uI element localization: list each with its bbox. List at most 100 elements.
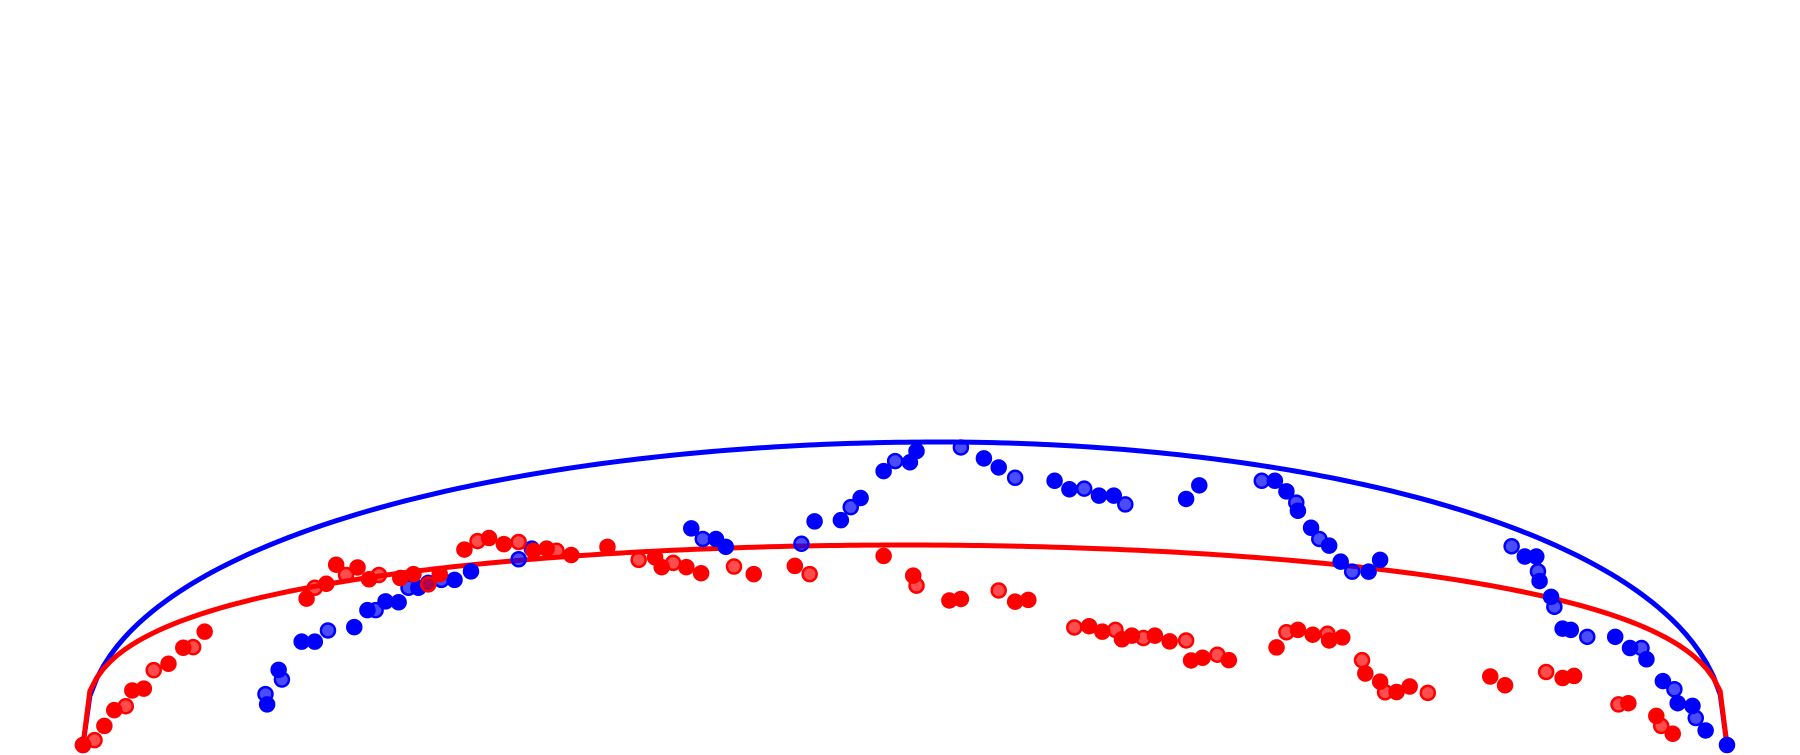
fit-curves xyxy=(80,439,1730,748)
data-point-series-1 xyxy=(1289,502,1307,520)
data-point-series-1 xyxy=(1117,496,1134,513)
data-point-series-2 xyxy=(480,529,498,547)
data-point-series-2 xyxy=(1357,665,1374,682)
data-point-series-2 xyxy=(678,558,695,576)
data-point-series-2 xyxy=(1020,591,1037,609)
data-point-series-1 xyxy=(367,601,384,619)
data-point-series-2 xyxy=(725,558,743,575)
data-point-series-2 xyxy=(145,661,162,679)
data-point-series-1 xyxy=(1531,572,1548,590)
data-point-series-1 xyxy=(1654,672,1672,690)
data-point-series-2 xyxy=(419,576,437,593)
data-point-series-2 xyxy=(495,535,513,553)
data-point-series-2 xyxy=(1194,649,1211,666)
data-point-series-2 xyxy=(1177,632,1195,649)
data-point-series-2 xyxy=(1161,633,1178,650)
data-point-series-2 xyxy=(1353,651,1371,669)
data-point-series-1 xyxy=(886,452,904,470)
data-point-series-2 xyxy=(510,533,527,551)
data-point-series-2 xyxy=(318,575,335,593)
data-point-series-1 xyxy=(975,450,993,467)
data-point-series-1 xyxy=(875,462,892,480)
data-point-series-1 xyxy=(1278,483,1295,500)
data-point-series-1 xyxy=(1046,472,1063,490)
data-point-series-2 xyxy=(337,566,355,584)
data-point-series-2 xyxy=(117,697,134,715)
data-point-series-1 xyxy=(908,442,925,460)
data-point-series-2 xyxy=(96,717,113,735)
data-point-series-1 xyxy=(793,535,810,553)
data-point-series-1 xyxy=(683,520,700,537)
data-point-series-1 xyxy=(952,439,970,456)
data-point-series-2 xyxy=(184,638,202,656)
data-point-series-2 xyxy=(908,577,925,594)
data-point-series-1 xyxy=(1669,694,1686,712)
data-point-series-2 xyxy=(1334,629,1351,646)
data-point-series-2 xyxy=(370,566,388,584)
data-point-series-1 xyxy=(842,498,859,516)
data-point-series-1 xyxy=(1579,628,1596,646)
data-point-series-2 xyxy=(599,538,616,556)
data-point-series-2 xyxy=(952,590,970,608)
data-point-series-1 xyxy=(1266,472,1284,490)
data-point-series-2 xyxy=(160,655,177,673)
data-point-series-2 xyxy=(1482,668,1499,685)
data-point-series-1 xyxy=(1105,487,1123,504)
data-point-series-2 xyxy=(1652,717,1670,735)
data-point-series-1 xyxy=(1090,487,1108,504)
data-point-series-2 xyxy=(630,551,647,569)
data-point-series-2 xyxy=(1080,617,1098,635)
data-point-series-2 xyxy=(525,542,542,560)
data-point-series-1 xyxy=(990,459,1007,476)
data-point-series-1 xyxy=(1177,490,1195,508)
data-point-series-1 xyxy=(1360,563,1377,580)
data-point-series-2 xyxy=(349,559,366,576)
data-point-series-2 xyxy=(990,582,1007,599)
data-point-series-1 xyxy=(1718,736,1736,754)
data-point-series-1 xyxy=(446,571,463,589)
data-point-series-2 xyxy=(298,590,315,607)
data-point-series-1 xyxy=(319,622,337,639)
data-point-series-2 xyxy=(548,542,565,560)
data-point-series-2 xyxy=(1220,651,1238,669)
data-point-series-2 xyxy=(1320,632,1338,649)
data-point-series-1 xyxy=(1191,477,1208,494)
data-point-series-1 xyxy=(1606,628,1624,646)
data-point-series-1 xyxy=(258,696,276,713)
data-point-series-2 xyxy=(1401,678,1418,695)
data-points xyxy=(74,439,1736,754)
data-point-series-1 xyxy=(273,671,291,688)
data-point-series-1 xyxy=(510,551,527,568)
data-point-series-2 xyxy=(86,731,103,749)
data-point-series-1 xyxy=(1503,537,1520,555)
fit-curve-2 xyxy=(80,542,1730,748)
data-point-series-2 xyxy=(1620,694,1637,712)
data-point-series-1 xyxy=(1332,553,1349,570)
data-point-series-1 xyxy=(1666,681,1683,698)
fit-curve-1 xyxy=(80,439,1730,748)
data-point-series-1 xyxy=(1302,519,1320,536)
data-point-series-1 xyxy=(832,511,850,529)
data-point-series-1 xyxy=(806,513,823,530)
data-point-series-2 xyxy=(1066,619,1083,636)
data-point-series-2 xyxy=(431,565,448,583)
data-point-series-2 xyxy=(563,546,580,564)
data-point-series-2 xyxy=(1268,639,1285,656)
data-point-series-2 xyxy=(405,565,422,583)
data-point-series-2 xyxy=(1537,663,1555,681)
data-point-series-1 xyxy=(1546,598,1563,616)
data-point-series-1 xyxy=(1320,537,1338,554)
data-point-series-1 xyxy=(1343,563,1361,580)
data-point-series-2 xyxy=(692,564,710,582)
data-point-series-1 xyxy=(852,489,869,507)
data-point-series-2 xyxy=(196,623,213,640)
data-point-series-2 xyxy=(135,680,153,697)
data-point-series-1 xyxy=(1061,481,1078,498)
data-point-series-2 xyxy=(392,569,409,587)
data-point-series-1 xyxy=(1371,551,1389,569)
data-point-series-2 xyxy=(1094,623,1111,640)
data-point-series-1 xyxy=(1562,621,1580,639)
data-point-series-2 xyxy=(456,541,473,558)
